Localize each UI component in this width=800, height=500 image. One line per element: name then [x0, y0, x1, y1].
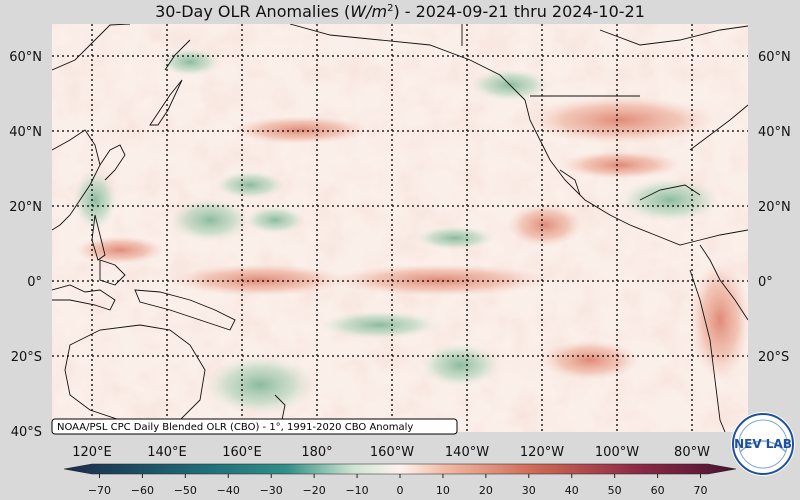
lon-tick-label: 80°W — [674, 445, 710, 460]
lat-tick-label-right: 20°S — [758, 350, 789, 365]
latitude-axis-left: 60°N 40°N 20°N 0° 20°S 40°S — [9, 50, 42, 440]
lat-tick-label: 20°S — [11, 350, 42, 365]
lat-tick-label: 0° — [27, 275, 42, 290]
lon-tick-label: 160°W — [370, 445, 414, 460]
lat-tick-label: 40°S — [11, 425, 42, 440]
lon-tick-label: 140°E — [147, 445, 187, 460]
lat-tick-label-right: 20°N — [758, 200, 791, 215]
colorbar-tick-label: 20 — [479, 484, 493, 497]
anomaly-field — [73, 48, 748, 415]
nev-lab-logo: NEV LAB — [731, 412, 795, 476]
colorbar-gradient — [63, 463, 737, 475]
map-title: 30-Day OLR Anomalies (W/m2) - 2024-09-21… — [155, 2, 645, 21]
latitude-axis-right: 60°N 40°N 20°N 0° 20°S — [758, 50, 791, 365]
colorbar-tick-label: −70 — [88, 484, 111, 497]
colorbar-tick-label: −40 — [217, 484, 240, 497]
colorbar: −70 −60 −50 −40 −30 −20 −10 0 10 20 30 40 50 60 70 — [63, 463, 737, 497]
lon-tick-label: 180° — [301, 445, 332, 460]
colorbar-tick-label: 70 — [694, 484, 708, 497]
colorbar-tick-label: −10 — [345, 484, 368, 497]
colorbar-tick-label: 60 — [651, 484, 665, 497]
colorbar-ticks: −70 −60 −50 −40 −30 −20 −10 0 10 20 30 40 50 60 70 — [88, 474, 708, 497]
data-attribution: NOAA/PSL CPC Daily Blended OLR (CBO) - 1… — [51, 418, 458, 435]
svg-text:NEV LAB: NEV LAB — [734, 437, 792, 451]
lon-tick-label: 160°E — [222, 445, 262, 460]
svg-text:NOAA/PSL CPC Daily Blended OLR: NOAA/PSL CPC Daily Blended OLR (CBO) - 1… — [57, 422, 413, 433]
colorbar-tick-label: −30 — [260, 484, 283, 497]
lat-tick-label-right: 0° — [758, 275, 773, 290]
lat-tick-label-right: 60°N — [758, 50, 791, 65]
lat-tick-label: 20°N — [9, 200, 42, 215]
coastlines — [52, 24, 748, 432]
lat-tick-label: 40°N — [9, 125, 42, 140]
colorbar-tick-label: −20 — [303, 484, 326, 497]
colorbar-tick-label: −60 — [131, 484, 154, 497]
lon-tick-label: 120°W — [520, 445, 564, 460]
graticule — [52, 24, 748, 432]
lon-tick-label: 120°E — [72, 445, 112, 460]
colorbar-tick-label: 0 — [397, 484, 404, 497]
longitude-axis: 120°E 140°E 160°E 180° 160°W 140°W 120°W… — [72, 445, 710, 460]
lon-tick-label: 100°W — [595, 445, 639, 460]
lat-tick-label-right: 40°N — [758, 125, 791, 140]
lat-tick-label: 60°N — [9, 50, 42, 65]
colorbar-tick-label: −50 — [174, 484, 197, 497]
colorbar-tick-label: 30 — [522, 484, 536, 497]
colorbar-tick-label: 40 — [565, 484, 579, 497]
lon-tick-label: 140°W — [445, 445, 489, 460]
colorbar-tick-label: 10 — [436, 484, 450, 497]
map-panel — [52, 24, 748, 432]
colorbar-tick-label: 50 — [608, 484, 622, 497]
